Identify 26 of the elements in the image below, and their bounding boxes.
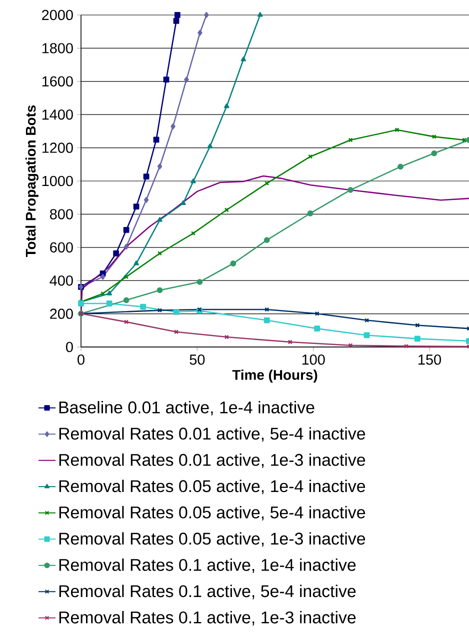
legend-label: Removal Rates 0.05 active, 5e-4 inactive bbox=[59, 506, 366, 520]
y-tick-label: 600 bbox=[50, 242, 73, 253]
y-axis-title: Total Propagation Bots bbox=[25, 105, 38, 258]
y-tick-label: 1000 bbox=[42, 176, 73, 186]
y-tick-label: 2000 bbox=[42, 10, 73, 20]
x-tick-label: 100 bbox=[302, 354, 325, 365]
y-tick-label: 1400 bbox=[42, 109, 73, 120]
y-tick-label: 200 bbox=[50, 308, 73, 319]
legend-label: Removal Rates 0.05 active, 1e-4 inactive bbox=[59, 480, 366, 494]
y-tick-label: 400 bbox=[50, 275, 73, 286]
legend-label: Removal Rates 0.05 active, 1e-3 inactive bbox=[59, 532, 366, 547]
x-axis-title: Time (Hours) bbox=[232, 370, 318, 383]
legend-label: Removal Rates 0.01 active, 5e-4 inactive bbox=[59, 427, 366, 442]
legend-label: Removal Rates 0.1 active, 1e-3 inactive bbox=[59, 611, 356, 626]
y-tick-label: 1800 bbox=[42, 43, 73, 54]
legend-label: Removal Rates 0.1 active, 5e-4 inactive bbox=[59, 584, 356, 600]
y-tick-label: 0 bbox=[66, 342, 73, 352]
x-tick-label: 0 bbox=[78, 354, 84, 365]
legend-label: Removal Rates 0.01 active, 1e-3 inactive bbox=[59, 453, 366, 468]
legend-label: Baseline 0.01 active, 1e-4 inactive bbox=[59, 400, 314, 416]
y-tick-label: 800 bbox=[50, 209, 73, 220]
y-tick-label: 1600 bbox=[42, 76, 73, 87]
x-tick-label: 50 bbox=[190, 354, 205, 365]
legend-label: Removal Rates 0.1 active, 1e-4 inactive bbox=[59, 558, 356, 573]
x-tick-label: 150 bbox=[418, 354, 441, 365]
y-tick-label: 1200 bbox=[42, 142, 73, 153]
